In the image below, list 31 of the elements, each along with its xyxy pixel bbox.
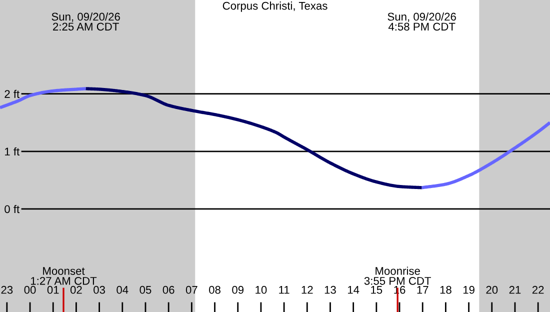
x-tick-label: 17 [417, 286, 428, 294]
x-tick-label: 19 [463, 286, 474, 294]
x-tick-label: 01 [47, 286, 59, 294]
x-tick-label: 05 [140, 286, 152, 294]
y-tick-label: 0 ft [4, 204, 20, 214]
x-tick-label: 03 [94, 286, 105, 294]
annotation: Sun, 09/20/26 2:25 AM CDT [52, 12, 120, 31]
x-tick-label: 20 [486, 286, 498, 294]
x-tick-label: 12 [302, 286, 313, 294]
x-tick-label: 04 [116, 286, 128, 294]
x-tick-label: 08 [209, 286, 220, 294]
x-tick-label: 21 [509, 286, 521, 294]
ref-line-label: Moonset 1:27 AM CDT [31, 267, 97, 285]
y-tick-label: 1 ft [5, 147, 20, 156]
x-tick-label: 11 [279, 286, 290, 294]
x-tick-label: 09 [232, 286, 244, 294]
x-tick-label: 00 [24, 286, 36, 294]
annotation: Sun, 09/20/26 4:58 PM CDT [388, 12, 456, 31]
ref-line-label: Moonrise 3:55 PM CDT [364, 266, 431, 285]
x-tick-label: 14 [348, 286, 360, 294]
y-tick-label: 2 ft [4, 90, 20, 98]
x-tick-label: 07 [186, 286, 198, 294]
x-tick-label: 06 [162, 286, 174, 294]
x-tick-label: 23 [1, 286, 13, 294]
x-tick-label: 15 [371, 286, 382, 294]
x-tick-label: 13 [324, 286, 336, 294]
x-tick-label: 02 [70, 286, 82, 294]
chart-title: Corpus Christi, Texas [222, 2, 328, 12]
x-tick-label: 22 [532, 286, 544, 294]
x-tick-label: 10 [256, 286, 267, 294]
x-tick-label: 18 [440, 286, 452, 294]
